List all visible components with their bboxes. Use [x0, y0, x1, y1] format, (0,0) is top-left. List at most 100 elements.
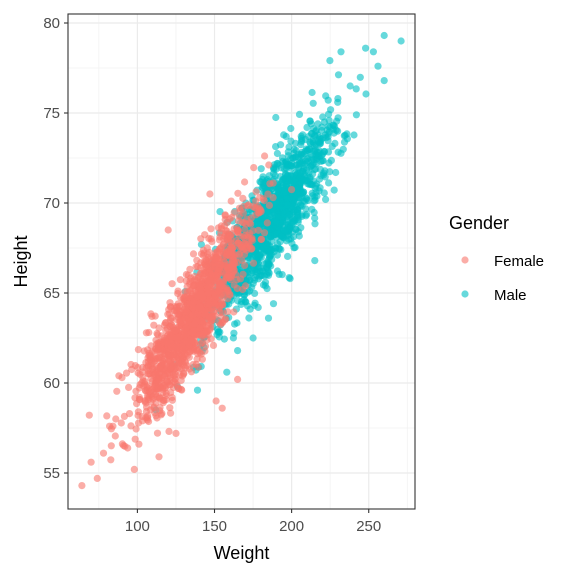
female-point: [193, 355, 201, 363]
female-point: [155, 453, 163, 461]
female-point: [128, 365, 136, 374]
legend: Gender Female Male: [449, 213, 544, 304]
male-point: [249, 334, 257, 342]
female-point: [149, 393, 157, 401]
female-point: [217, 222, 225, 230]
female-point: [230, 281, 238, 289]
male-point: [324, 96, 332, 104]
male-point: [277, 141, 285, 149]
female-point: [217, 229, 225, 237]
female-point: [135, 393, 143, 401]
male-point: [311, 220, 319, 228]
female-point: [166, 371, 174, 379]
male-point: [319, 157, 327, 165]
female-point: [192, 290, 200, 298]
female-point: [190, 297, 198, 306]
male-point: [320, 118, 328, 126]
female-point: [99, 449, 108, 457]
y-tick-label: 70: [43, 195, 60, 212]
female-point: [78, 482, 86, 490]
female-point: [214, 293, 222, 302]
female-point: [220, 292, 228, 300]
male-point: [325, 179, 333, 187]
male-point: [234, 347, 242, 355]
female-point: [205, 255, 213, 263]
female-point: [158, 376, 166, 384]
female-point: [246, 242, 254, 250]
female-point: [145, 352, 153, 360]
female-point: [205, 276, 213, 284]
female-point: [118, 440, 126, 448]
female-point: [189, 327, 197, 335]
female-point: [172, 343, 180, 351]
female-point: [194, 350, 202, 358]
female-point: [158, 409, 166, 418]
male-point: [298, 136, 306, 145]
female-point: [239, 270, 247, 278]
female-point: [142, 399, 150, 407]
female-point: [230, 256, 238, 264]
female-point: [125, 383, 133, 391]
axis-ticks: 100 150 200 250 55 60 65 70 75 80: [43, 15, 381, 535]
female-point: [201, 269, 209, 277]
female-point: [206, 190, 214, 198]
male-point: [266, 252, 274, 260]
female-point: [198, 317, 206, 326]
female-point: [134, 369, 142, 377]
female-point: [161, 360, 169, 368]
male-point: [264, 314, 273, 322]
male-point: [278, 203, 286, 211]
male-point: [352, 85, 360, 93]
female-point: [153, 414, 161, 422]
male-point: [309, 138, 317, 146]
male-point: [346, 82, 354, 90]
female-point: [242, 220, 250, 228]
male-point: [255, 253, 263, 261]
legend-label-female: Female: [494, 253, 544, 270]
female-point: [175, 385, 183, 393]
male-point: [286, 275, 294, 283]
female-point: [234, 217, 243, 225]
female-point: [234, 189, 242, 197]
male-point: [284, 148, 292, 156]
female-point: [212, 272, 220, 280]
male-point: [286, 225, 294, 233]
female-point: [248, 236, 256, 245]
male-point: [240, 296, 248, 304]
female-point: [238, 256, 246, 264]
female-point: [217, 298, 226, 306]
male-point: [308, 189, 316, 197]
female-point: [212, 397, 220, 405]
male-point: [330, 186, 338, 194]
male-point: [244, 288, 252, 296]
female-point: [196, 324, 204, 332]
male-point: [299, 152, 307, 160]
male-point: [334, 95, 342, 103]
male-point: [273, 149, 281, 158]
female-point: [189, 304, 197, 312]
female-point: [107, 456, 115, 464]
male-point: [297, 224, 305, 232]
female-point: [113, 387, 121, 395]
male-point: [231, 320, 239, 328]
male-point: [318, 151, 326, 159]
female-point: [257, 235, 266, 243]
female-point: [172, 306, 180, 314]
female-point: [204, 289, 212, 297]
female-point: [218, 404, 226, 412]
female-point: [134, 411, 142, 420]
male-point: [245, 314, 253, 322]
male-point: [282, 158, 290, 166]
male-point: [362, 44, 370, 52]
female-point: [150, 321, 158, 329]
female-point: [178, 372, 187, 380]
x-tick-label: 250: [356, 518, 381, 535]
female-point: [132, 425, 140, 433]
male-point: [337, 48, 345, 56]
male-point: [318, 126, 326, 135]
female-point: [171, 368, 179, 376]
male-point: [295, 110, 304, 118]
male-point: [271, 230, 279, 238]
y-axis-title: Height: [11, 235, 31, 287]
